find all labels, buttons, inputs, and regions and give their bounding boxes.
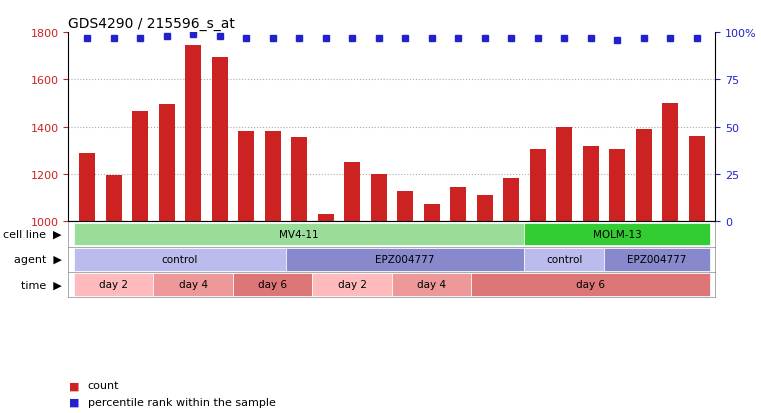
FancyBboxPatch shape <box>392 273 472 296</box>
FancyBboxPatch shape <box>233 273 312 296</box>
Bar <box>212 58 228 222</box>
Text: control: control <box>546 254 582 265</box>
Bar <box>158 105 174 222</box>
FancyBboxPatch shape <box>472 273 710 296</box>
Bar <box>106 176 122 222</box>
Text: count: count <box>88 380 119 390</box>
FancyBboxPatch shape <box>604 248 710 271</box>
FancyBboxPatch shape <box>524 223 710 246</box>
Text: time  ▶: time ▶ <box>21 280 62 290</box>
Text: day 4: day 4 <box>179 280 208 290</box>
Text: MOLM-13: MOLM-13 <box>593 230 642 240</box>
Bar <box>79 153 95 222</box>
Bar <box>451 188 466 222</box>
Bar <box>265 132 281 222</box>
FancyBboxPatch shape <box>74 248 286 271</box>
Bar <box>556 128 572 222</box>
Text: day 4: day 4 <box>417 280 446 290</box>
Text: day 6: day 6 <box>258 280 287 290</box>
Bar <box>583 146 599 222</box>
Text: cell line  ▶: cell line ▶ <box>3 230 62 240</box>
FancyBboxPatch shape <box>312 273 392 296</box>
FancyBboxPatch shape <box>74 273 153 296</box>
Bar <box>397 191 413 222</box>
Bar <box>371 175 387 222</box>
Bar <box>132 112 148 222</box>
Bar <box>344 163 360 222</box>
FancyBboxPatch shape <box>74 223 524 246</box>
Text: day 2: day 2 <box>99 280 128 290</box>
Text: control: control <box>161 254 198 265</box>
Text: percentile rank within the sample: percentile rank within the sample <box>88 397 275 407</box>
Text: day 6: day 6 <box>576 280 605 290</box>
Bar <box>291 138 307 222</box>
FancyBboxPatch shape <box>153 273 233 296</box>
Bar <box>238 132 254 222</box>
Text: MV4-11: MV4-11 <box>279 230 319 240</box>
Bar <box>476 196 492 222</box>
Text: ■: ■ <box>68 397 79 407</box>
Bar <box>503 178 519 222</box>
Text: ■: ■ <box>68 380 79 390</box>
Bar <box>530 150 546 222</box>
Bar <box>424 204 440 222</box>
FancyBboxPatch shape <box>524 248 604 271</box>
Bar <box>635 130 651 222</box>
Bar <box>185 46 201 222</box>
Text: GDS4290 / 215596_s_at: GDS4290 / 215596_s_at <box>68 17 235 31</box>
Bar <box>689 137 705 222</box>
Text: day 2: day 2 <box>338 280 367 290</box>
Bar <box>662 104 678 222</box>
Text: agent  ▶: agent ▶ <box>14 254 62 265</box>
FancyBboxPatch shape <box>286 248 524 271</box>
Text: EPZ004777: EPZ004777 <box>375 254 435 265</box>
Bar <box>317 215 333 222</box>
Text: EPZ004777: EPZ004777 <box>627 254 686 265</box>
Bar <box>610 150 626 222</box>
